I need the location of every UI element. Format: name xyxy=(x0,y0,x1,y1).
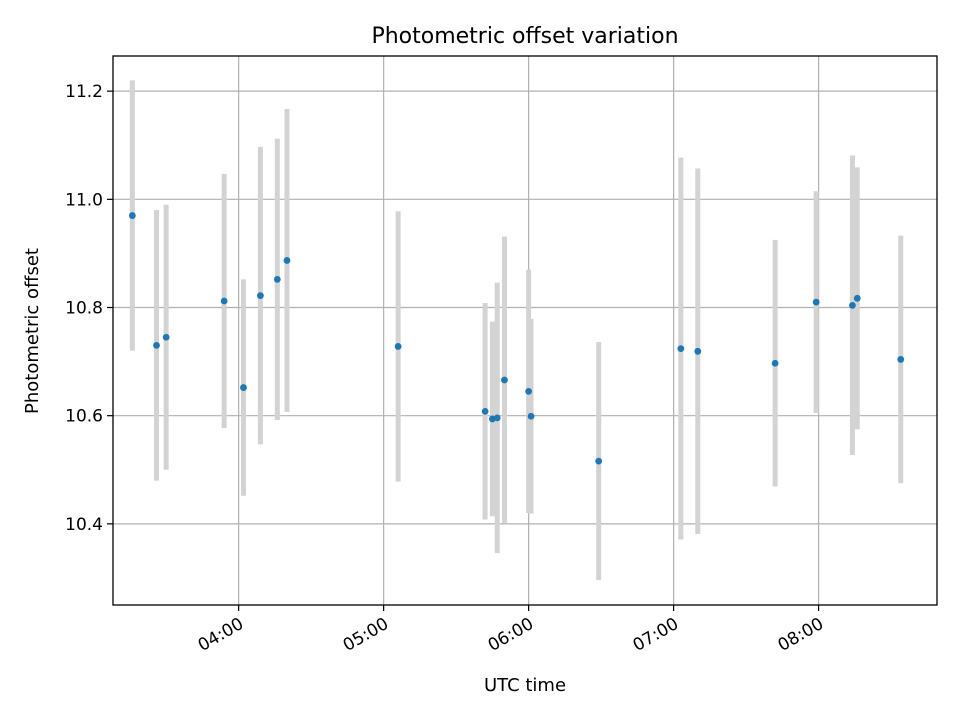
data-point xyxy=(273,275,281,283)
data-point xyxy=(257,292,264,300)
data-point xyxy=(694,347,702,355)
data-point xyxy=(493,414,501,422)
data-point xyxy=(220,297,228,305)
data-point xyxy=(501,376,508,384)
y-tick-label: 10.4 xyxy=(65,515,103,535)
data-point xyxy=(771,359,779,367)
chart-title: Photometric offset variation xyxy=(371,24,678,49)
data-point xyxy=(849,301,856,309)
data-point xyxy=(162,333,170,341)
data-point xyxy=(812,298,820,306)
data-point xyxy=(128,212,136,219)
y-tick-label: 11.2 xyxy=(65,82,103,102)
data-point xyxy=(394,343,402,350)
plot-frame xyxy=(112,55,938,606)
point-layer xyxy=(128,212,905,465)
y-tick-label: 10.8 xyxy=(65,299,103,319)
y-tick-label: 10.6 xyxy=(65,407,103,427)
x-axis-label: UTC time xyxy=(484,675,566,696)
data-point xyxy=(527,412,535,420)
data-point xyxy=(283,257,291,264)
y-tick-label: 11.0 xyxy=(65,190,103,210)
data-point xyxy=(481,407,489,415)
data-point xyxy=(595,457,603,465)
data-point xyxy=(525,387,533,395)
data-point xyxy=(853,294,861,302)
data-point xyxy=(677,345,685,353)
data-point xyxy=(153,341,160,349)
y-axis-label: Photometric offset xyxy=(22,248,43,414)
data-point xyxy=(240,384,247,391)
data-point xyxy=(897,356,905,363)
